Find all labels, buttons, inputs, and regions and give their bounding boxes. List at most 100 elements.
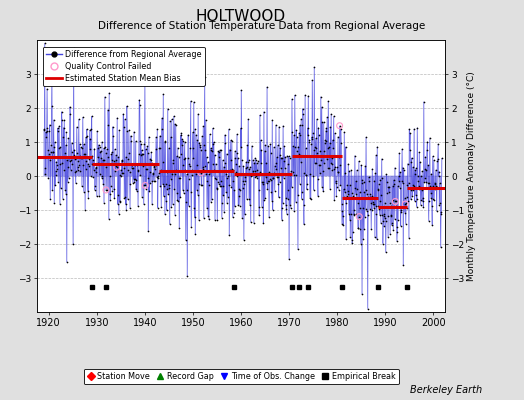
Point <box>354 225 363 231</box>
Point <box>193 137 202 143</box>
Point <box>222 150 231 157</box>
Point <box>307 196 315 203</box>
Point <box>47 149 55 155</box>
Point <box>414 186 423 192</box>
Point <box>77 155 85 162</box>
Point <box>66 158 74 164</box>
Point <box>241 178 249 184</box>
Point <box>149 170 157 177</box>
Point <box>389 182 397 189</box>
Point <box>283 196 292 202</box>
Point <box>260 196 268 203</box>
Point <box>411 170 419 177</box>
Point <box>303 125 312 131</box>
Point <box>183 155 192 162</box>
Text: Difference of Station Temperature Data from Regional Average: Difference of Station Temperature Data f… <box>99 21 425 31</box>
Point <box>149 178 158 184</box>
Point <box>428 202 436 209</box>
Point <box>337 140 345 147</box>
Point <box>409 187 418 193</box>
Point <box>54 145 63 151</box>
Point <box>269 175 277 181</box>
Point <box>56 161 64 168</box>
Point <box>208 196 216 203</box>
Point <box>211 217 219 223</box>
Point <box>192 132 200 138</box>
Point <box>227 157 235 164</box>
Point <box>413 124 421 131</box>
Point <box>229 167 237 174</box>
Point <box>406 130 414 137</box>
Point <box>389 227 398 234</box>
Point <box>330 166 338 172</box>
Point <box>102 164 111 170</box>
Point <box>304 92 312 99</box>
Point <box>108 124 117 130</box>
Point <box>362 134 370 140</box>
Point <box>42 134 50 140</box>
Point <box>231 155 239 162</box>
Point <box>362 206 370 212</box>
Point <box>180 156 188 162</box>
Point <box>176 175 184 181</box>
Point <box>367 193 376 199</box>
Point <box>407 159 416 165</box>
Point <box>195 217 203 224</box>
Point <box>161 138 169 144</box>
Point <box>257 147 266 153</box>
Point <box>161 211 169 217</box>
Point <box>163 106 172 112</box>
Point <box>212 186 221 192</box>
Point <box>51 168 60 174</box>
Point <box>168 116 176 122</box>
Point <box>128 162 137 168</box>
Point <box>147 157 155 163</box>
Point <box>109 133 117 140</box>
Point <box>410 198 419 204</box>
Point <box>204 213 212 219</box>
Point <box>42 129 50 135</box>
Point <box>212 160 220 167</box>
Point <box>229 178 237 184</box>
Point <box>253 175 261 181</box>
Point <box>394 183 402 189</box>
Point <box>92 164 101 171</box>
Point <box>323 144 332 151</box>
Legend: Station Move, Record Gap, Time of Obs. Change, Empirical Break: Station Move, Record Gap, Time of Obs. C… <box>83 369 399 384</box>
Point <box>338 221 346 227</box>
Point <box>49 148 57 155</box>
Point <box>140 141 149 147</box>
Point <box>177 151 185 158</box>
Point <box>84 163 93 169</box>
Point <box>113 164 121 170</box>
Point <box>430 180 439 186</box>
Point <box>326 160 335 166</box>
Point <box>261 195 269 202</box>
Point <box>299 202 308 208</box>
Point <box>71 168 79 175</box>
Point <box>94 145 102 152</box>
Point <box>406 147 414 153</box>
Point <box>304 136 313 143</box>
Point <box>241 211 249 218</box>
Point <box>95 144 104 150</box>
Point <box>144 150 152 156</box>
Point <box>261 174 270 180</box>
Point <box>185 163 194 170</box>
Point <box>130 178 139 185</box>
Point <box>319 188 328 194</box>
Point <box>379 240 387 247</box>
Point <box>424 218 433 224</box>
Point <box>313 116 321 122</box>
Point <box>224 173 233 179</box>
Point <box>258 204 266 210</box>
Point <box>398 178 406 184</box>
Point <box>215 147 224 153</box>
Point <box>53 162 61 168</box>
Point <box>343 193 351 200</box>
Point <box>90 146 99 152</box>
Point <box>159 193 168 199</box>
Point <box>328 160 336 167</box>
Point <box>235 193 244 199</box>
Point <box>60 117 69 123</box>
